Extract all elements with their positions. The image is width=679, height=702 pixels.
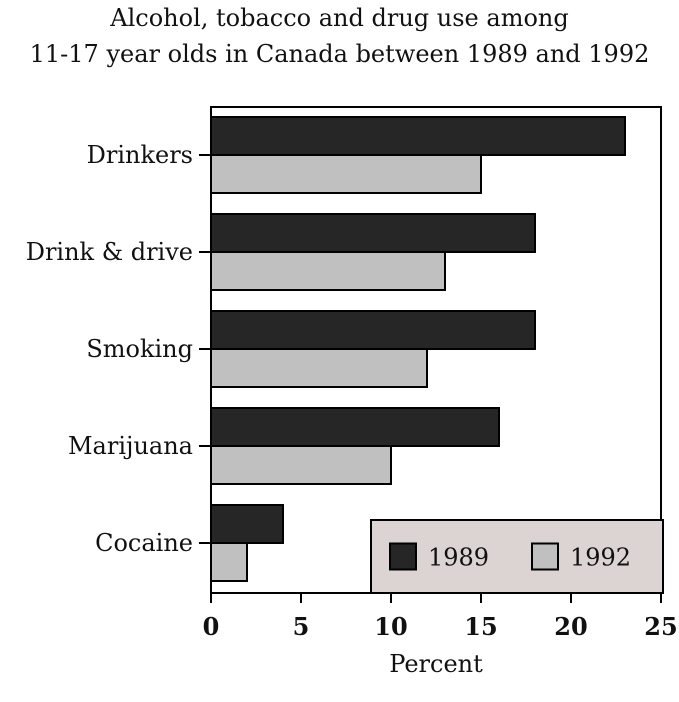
bar-smoking-1992 — [210, 348, 428, 388]
bar-drinkers-1989 — [210, 116, 626, 156]
legend-label-1992: 1992 — [570, 544, 631, 572]
y-tick-label-cocaine: Cocaine — [95, 529, 193, 557]
chart-title-line-1: Alcohol, tobacco and drug use among — [110, 4, 569, 32]
legend-label-1989: 1989 — [428, 544, 489, 572]
bar-drink-drive-1992 — [210, 251, 446, 291]
x-tick-label-20: 20 — [554, 612, 587, 641]
y-tick-label-drinkers: Drinkers — [87, 141, 193, 169]
legend-swatch-1989 — [389, 542, 417, 571]
bar-marijuana-1992 — [210, 445, 392, 485]
legend: 1989 1992 — [370, 519, 664, 594]
chart-title-line-2: 11-17 year olds in Canada between 1989 a… — [29, 40, 650, 68]
x-tick-label-5: 5 — [293, 612, 310, 641]
bar-smoking-1989 — [210, 310, 536, 350]
y-tick-label-smoking: Smoking — [86, 335, 193, 363]
y-tick-label-marijuana: Marijuana — [68, 432, 193, 460]
bar-cocaine-1989 — [210, 504, 284, 544]
x-tick-label-0: 0 — [203, 612, 220, 641]
x-tick-label-25: 25 — [644, 612, 677, 641]
x-tick-label-15: 15 — [464, 612, 497, 641]
bar-marijuana-1989 — [210, 407, 500, 447]
x-axis-label: Percent — [389, 650, 483, 678]
y-tick-label-drink-drive: Drink & drive — [26, 238, 193, 266]
x-tick-label-10: 10 — [374, 612, 407, 641]
bar-drinkers-1992 — [210, 154, 482, 194]
legend-box — [370, 519, 664, 594]
legend-swatch-1992 — [531, 542, 559, 571]
bar-drink-drive-1989 — [210, 213, 536, 253]
bar-cocaine-1992 — [210, 542, 248, 582]
